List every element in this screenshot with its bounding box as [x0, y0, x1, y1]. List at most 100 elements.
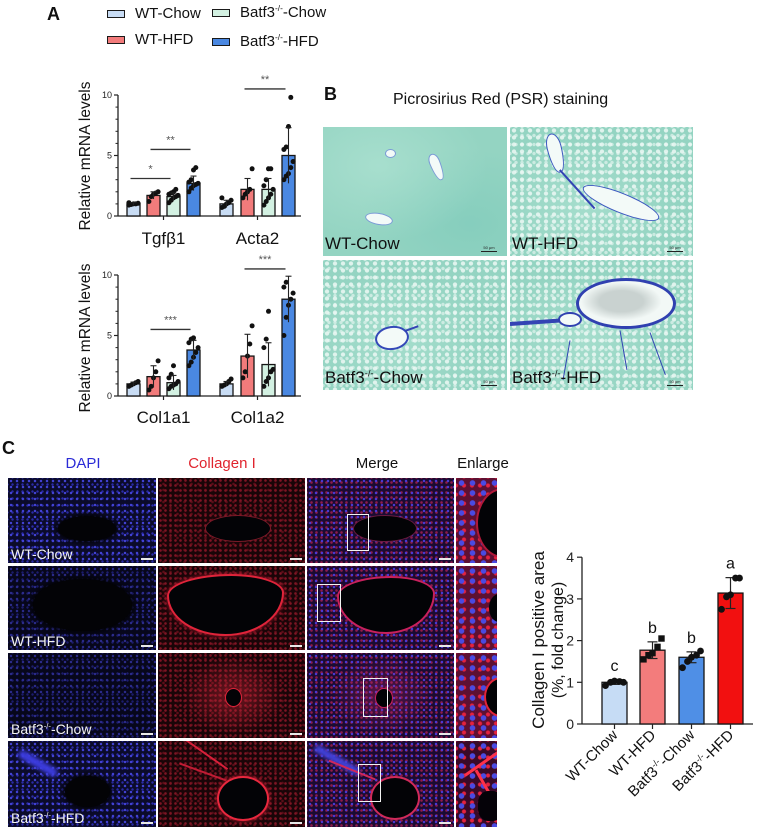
data-point — [263, 198, 269, 204]
data-point — [126, 202, 132, 208]
merge-image-batf3-hfd — [307, 741, 454, 827]
data-point — [166, 191, 172, 197]
bar — [261, 363, 276, 397]
data-point — [228, 197, 234, 203]
data-point — [151, 191, 156, 197]
data-point — [684, 658, 691, 665]
bar — [240, 355, 255, 397]
data-point — [240, 195, 246, 201]
data-point — [281, 284, 287, 290]
data-point — [146, 387, 152, 393]
data-point — [620, 678, 627, 686]
data-point — [168, 190, 174, 196]
collagen-quant-chart: 0 1 2 3 4 Collagen I positive area (%, fold ch… — [529, 549, 753, 800]
roi-box — [358, 764, 381, 802]
data-point — [155, 189, 161, 195]
row-label: Batf3-/--HFD — [11, 810, 85, 826]
data-point — [732, 574, 739, 582]
merge-image-batf3-chow — [307, 653, 454, 738]
scale-bar — [290, 645, 302, 647]
scale-bar — [439, 645, 451, 647]
data-point — [191, 354, 196, 360]
bar — [186, 182, 201, 217]
data-point — [266, 308, 271, 314]
data-point — [135, 378, 141, 384]
bar — [166, 195, 181, 217]
bar — [678, 656, 705, 725]
data-point — [270, 186, 276, 192]
data-point — [191, 167, 196, 173]
bar — [126, 203, 141, 217]
data-point — [173, 186, 179, 192]
y-tick-label: 3 — [566, 591, 574, 607]
data-point — [242, 369, 248, 375]
psr-image-wt-chow: WT-Chow 50 μm — [323, 127, 507, 256]
data-point — [286, 302, 291, 308]
vessel — [370, 776, 420, 820]
scale-bar: 50 μm — [667, 379, 683, 386]
data-point — [261, 345, 267, 351]
merge-image-wt-chow — [307, 478, 454, 563]
category-label: Col1a1 — [137, 408, 191, 427]
bar — [717, 592, 744, 725]
data-point — [288, 94, 294, 100]
legend-label: WT-HFD — [135, 31, 194, 48]
data-point — [697, 647, 704, 655]
legend-swatch — [212, 8, 230, 17]
data-point — [221, 203, 227, 209]
data-point — [281, 177, 287, 183]
data-point — [290, 290, 296, 296]
category-label: Batf3-/--Chow — [624, 726, 698, 800]
significance-letter: a — [726, 556, 735, 573]
row-label: WT-HFD — [11, 633, 66, 649]
data-point — [249, 323, 255, 329]
significance-label: *** — [164, 314, 178, 326]
data-point — [286, 171, 291, 177]
legend-item-batf3-hfd: Batf3-/--HFD — [212, 33, 319, 50]
data-point — [226, 200, 232, 206]
significance-letter: b — [648, 620, 657, 637]
data-point — [611, 677, 618, 685]
data-point — [283, 314, 289, 320]
data-point — [270, 366, 276, 372]
data-point — [126, 200, 132, 206]
enlarge-image-wt-hfd — [456, 566, 497, 650]
data-point — [221, 382, 227, 388]
data-point — [173, 194, 179, 200]
bar — [186, 349, 201, 397]
data-point — [736, 574, 743, 582]
data-point — [268, 369, 274, 375]
legend-swatch — [107, 9, 125, 18]
legend-item-wt-hfd: WT-HFD — [107, 31, 193, 48]
psr-image-label: WT-Chow — [325, 234, 400, 253]
merge-image-wt-hfd — [307, 566, 454, 650]
bar — [219, 383, 234, 397]
data-point — [146, 198, 152, 204]
data-point — [188, 336, 194, 342]
scale-bar — [439, 558, 451, 560]
y-tick-label: 5 — [107, 151, 112, 161]
y-tick-label: 0 — [107, 391, 112, 401]
vessel — [558, 312, 582, 327]
data-point — [649, 649, 656, 657]
significance-label: * — [148, 163, 153, 175]
vessel — [225, 688, 242, 707]
vessel — [353, 515, 417, 542]
y-axis-label: (%, fold change) — [550, 582, 567, 699]
psr-image-batf3-hfd: Batf3-/--HFD 50 μm — [510, 260, 693, 390]
collagen-image-batf3-chow — [158, 653, 305, 738]
scale-bar — [439, 733, 451, 735]
vessel — [205, 515, 271, 542]
vessel — [476, 488, 497, 558]
dapi-image-wt-chow: WT-Chow — [8, 478, 156, 563]
data-point — [171, 382, 176, 388]
data-point — [228, 376, 234, 382]
data-point — [261, 183, 267, 189]
vessel — [58, 516, 116, 541]
data-point — [153, 190, 159, 196]
data-point — [188, 177, 194, 183]
y-tick-label: 5 — [107, 331, 112, 341]
category-label: WT-HFD — [606, 727, 659, 780]
data-point — [186, 340, 192, 346]
data-point — [155, 358, 161, 364]
